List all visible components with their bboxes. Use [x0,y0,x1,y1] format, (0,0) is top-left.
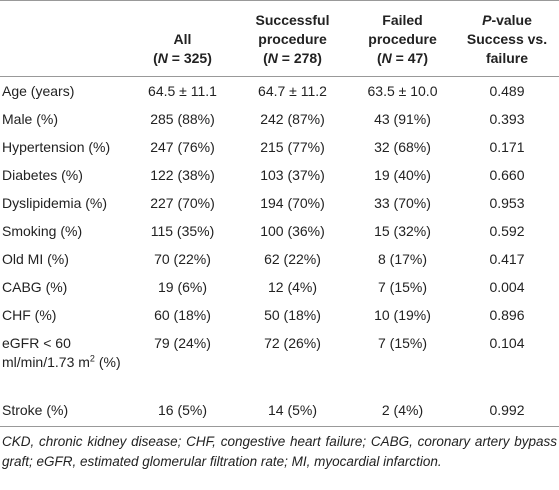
cell: 62 (22%) [264,250,321,267]
header-text: N [157,50,168,66]
cell: 0.417 [489,250,525,267]
cell: 7 (15%) [377,335,428,351]
table-row: Dyslipidemia (%) 227 (70%) 194 (70%) 33 (70… [0,189,559,217]
cell: 0.896 [489,306,525,323]
cell: 50 (18%) [264,306,321,323]
header-text: failure [485,50,528,66]
table-row: Stroke (%) 16 (5%) 14 (5%) 2 (4%) 0.992 [0,394,559,427]
cell: 0.953 [489,194,525,211]
table-row: CHF (%) 60 (18%) 50 (18%) 10 (19%) 0.896 [0,301,559,329]
cell: 14 (5%) [235,394,350,427]
header-text: = 278) [277,50,322,66]
cell: 122 (38%) [150,166,215,183]
row-label: eGFR < 60 ml/min/1.73 m2 (%) [0,329,130,394]
header-text: N [267,50,278,66]
row-label: Dyslipidemia (%) [2,194,108,211]
table-row: Hypertension (%) 247 (76%) 215 (77%) 32 (68… [0,133,559,161]
table-row: Smoking (%) 115 (35%) 100 (36%) 15 (32%) 0.5… [0,217,559,245]
cell: 0.171 [489,138,525,155]
cell: 64.5 ± 11.1 [148,82,217,99]
header-text: All [173,31,192,47]
cell: 0.992 [455,394,559,427]
cell: 194 (70%) [260,194,325,211]
cell: 2 (4%) [350,394,455,427]
header-text: Failed [382,12,423,28]
header-text: N [381,50,392,66]
cell: 7 (15%) [377,278,428,295]
cell: 0.104 [489,335,525,351]
cell: 115 (35%) [150,222,215,239]
cell: 43 (91%) [374,110,431,127]
header-cell: Failed procedure (N = 47) [350,0,455,77]
header-cell [0,0,130,77]
cell: 64.7 ± 11.2 [258,82,327,99]
header-cell: Successful procedure (N = 278) [235,0,350,77]
cell: 19 (6%) [157,278,208,295]
header-text: ( [153,50,158,66]
cell: 103 (37%) [260,166,325,183]
label-part: (%) [94,354,121,370]
cell: 0.004 [489,278,525,295]
cell: 0.660 [489,166,525,183]
cell: 12 (4%) [267,278,318,295]
row-label: Hypertension (%) [2,138,111,155]
cell: 227 (70%) [150,194,215,211]
cell: 79 (24%) [154,335,211,351]
header-text: Success vs. [466,31,548,47]
header-text: Successful [255,12,330,28]
cell: 8 (17%) [377,250,428,267]
footnote: CKD, chronic kidney disease; CHF, conges… [2,434,557,469]
cell: 72 (26%) [264,335,321,351]
header-text: procedure [368,31,437,47]
cell: 10 (19%) [374,306,431,323]
cell: 242 (87%) [260,110,325,127]
cell: 100 (36%) [260,222,325,239]
row-label: CHF (%) [2,306,57,323]
cell: 60 (18%) [154,306,211,323]
table-row: eGFR < 60 ml/min/1.73 m2 (%) 79 (24%) 72 (… [0,329,559,394]
header-text: = 325) [167,50,212,66]
cell: 215 (77%) [260,138,325,155]
data-table: All (N = 325) Successful procedure (N = 278… [0,0,559,427]
cell: 0.393 [489,110,525,127]
cell: 32 (68%) [374,138,431,155]
cell: 247 (76%) [150,138,215,155]
cell: 16 (5%) [130,394,235,427]
row-label: Stroke (%) [0,394,130,427]
header-row: All (N = 325) Successful procedure (N = 278… [0,0,559,77]
cell: 0.592 [489,222,525,239]
cell: 285 (88%) [150,110,215,127]
cell: 33 (70%) [374,194,431,211]
cell: 70 (22%) [154,250,211,267]
table-row: CABG (%) 19 (6%) 12 (4%) 7 (15%) 0.004 [0,273,559,301]
cell: 63.5 ± 10.0 [367,82,438,99]
header-cell: P-value Success vs. failure [455,0,559,77]
cell: 19 (40%) [374,166,431,183]
row-label: Old MI (%) [2,250,69,267]
row-label: Male (%) [2,110,59,127]
header-text: procedure [258,31,327,47]
row-label: CABG (%) [2,278,68,295]
table-body: Age (years) 64.5 ± 11.1 64.7 ± 11.2 63.5 ± … [0,77,559,427]
row-label: Age (years) [2,82,75,99]
header-text: ( [377,50,382,66]
table-row: Male (%) 285 (88%) 242 (87%) 43 (91%) 0.393 [0,105,559,133]
cell: 15 (32%) [374,222,431,239]
label-part: eGFR < 60 ml/min/1.73 m [2,335,90,370]
header-text: -value [491,12,532,28]
row-label: Diabetes (%) [2,166,83,183]
table-row: Age (years) 64.5 ± 11.1 64.7 ± 11.2 63.5 ± … [0,77,559,106]
header-text: ( [263,50,268,66]
header-text: P [482,12,492,28]
table-row: Diabetes (%) 122 (38%) 103 (37%) 19 (40%) 0.… [0,161,559,189]
header-cell: All (N = 325) [130,0,235,77]
label-part: 2 [89,353,95,364]
row-label: Smoking (%) [2,222,83,239]
table-row: Old MI (%) 70 (22%) 62 (22%) 8 (17%) 0.417 [0,245,559,273]
cell: 0.489 [489,82,525,99]
header-text: = 47) [391,50,428,66]
